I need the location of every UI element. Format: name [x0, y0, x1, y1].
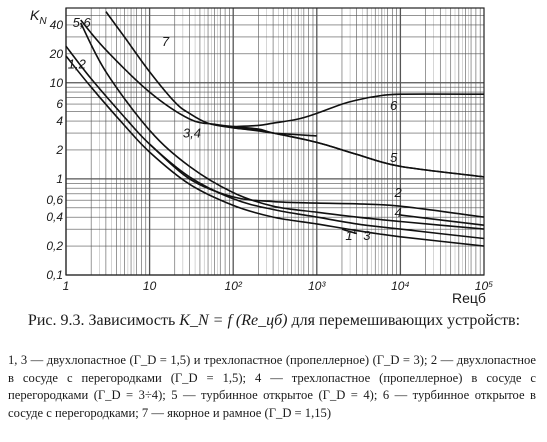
y-tick-labels: 0,1 0,2 0,4 0,6 1 2 4 6 10 20 40 [46, 18, 63, 282]
curve-label: 6 [390, 98, 398, 113]
curve-2 [65, 55, 485, 247]
curve-label: 1' [345, 228, 355, 243]
y-tick-label: 0,6 [46, 193, 63, 207]
curve-label: 2 [393, 185, 402, 200]
y-tick-label: 10 [50, 76, 64, 90]
y-tick-label: 1 [56, 172, 63, 186]
y-tick-label: 0,2 [46, 239, 63, 253]
x-axis-label: Reцб [452, 290, 486, 306]
curve-7 [233, 127, 485, 178]
curve-4 [400, 214, 485, 226]
curve-label: 4 [394, 205, 401, 220]
figure-caption: Рис. 9.3. Зависимость K_N = f (Re_цб) дл… [8, 312, 540, 330]
curve-9 [233, 93, 485, 128]
y-tick-label: 0,1 [46, 268, 63, 282]
x-tick-label: 10⁴ [391, 279, 410, 293]
curve-10 [105, 11, 317, 137]
curve-labels: 1,2 3 3,4 4 1' 5,6 5 2 6 7 [68, 15, 403, 243]
curve-label: 5 [390, 150, 398, 165]
curve-label: 3,4 [183, 125, 201, 140]
chart: 1 10 10² 10³ 10⁴ 10⁵ 0,1 0,2 0,4 0,6 1 2 4 6 10 20 40 1… [30, 7, 494, 306]
x-tick-label: 10² [225, 279, 243, 293]
x-tick-label: 10⁵ [475, 279, 493, 293]
curve-5 [341, 228, 357, 235]
curves [65, 11, 485, 247]
y-tick-label: 0,4 [46, 210, 63, 224]
legend-description: 1, 3 — двухлопастное (Γ_D = 1,5) и трехл… [8, 353, 536, 420]
curve-6 [80, 19, 485, 178]
caption-tail: для перемешивающих устройств: [291, 312, 521, 329]
grid [65, 7, 484, 276]
y-tick-label: 4 [56, 114, 63, 128]
curve-label: 1,2 [68, 57, 87, 72]
curve-label: 5,6 [73, 15, 92, 30]
y-axis-label-sub: N [39, 16, 47, 27]
x-tick-label: 10³ [308, 279, 326, 293]
curve-3 [79, 22, 485, 230]
curve-8 [149, 143, 485, 218]
curve-1 [65, 45, 485, 240]
x-tick-label: 1 [63, 279, 70, 293]
y-axis-label-main: K [30, 7, 40, 23]
plot-frame [65, 7, 485, 276]
curve-label: 3 [363, 228, 371, 243]
x-tick-label: 10 [143, 279, 157, 293]
caption-formula: K_N = f (Re_цб) [179, 312, 288, 329]
x-tick-labels: 1 10 10² 10³ 10⁴ 10⁵ [63, 279, 494, 293]
y-tick-label: 2 [55, 143, 63, 157]
y-tick-label: 40 [50, 18, 64, 32]
plot-border [65, 7, 485, 276]
y-tick-label: 6 [56, 97, 63, 111]
curve-label: 7 [162, 34, 170, 49]
y-axis-label: KN [30, 7, 47, 27]
caption-lead: Рис. 9.3. Зависимость [27, 312, 176, 329]
y-tick-label: 20 [49, 47, 64, 61]
